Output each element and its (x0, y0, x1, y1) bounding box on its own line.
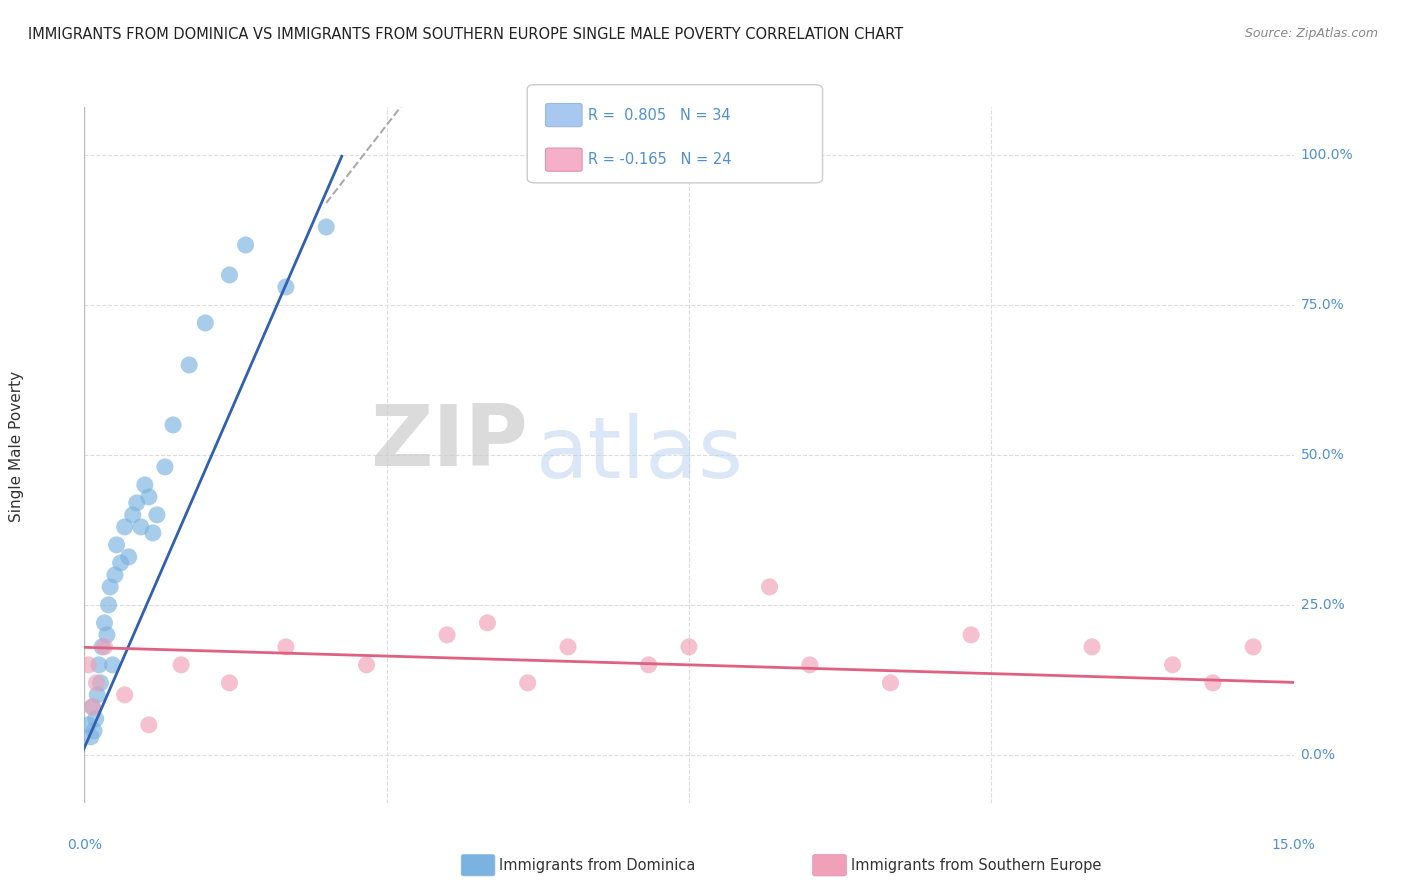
Point (194, 316, 217, 330)
Text: 0.0%: 0.0% (1301, 747, 1336, 762)
Point (637, 657, 659, 672)
Point (477, 615, 499, 630)
Text: IMMIGRANTS FROM DOMINICA VS IMMIGRANTS FROM SOUTHERN EUROPE SINGLE MALE POVERTY : IMMIGRANTS FROM DOMINICA VS IMMIGRANTS F… (28, 27, 904, 42)
Point (516, 676, 538, 690)
Point (104, 567, 127, 582)
Point (758, 580, 780, 594)
Point (114, 520, 136, 534)
Point (960, 628, 983, 642)
Point (77, 657, 100, 672)
Point (114, 688, 136, 702)
Point (89, 676, 111, 690)
Text: Immigrants from Dominica: Immigrants from Dominica (499, 858, 696, 872)
Point (82, 699, 104, 714)
Point (93, 615, 115, 630)
Point (98, 580, 121, 594)
Point (121, 508, 143, 522)
Text: 100.0%: 100.0% (1301, 148, 1353, 162)
Point (93, 640, 115, 654)
Text: Immigrants from Southern Europe: Immigrants from Southern Europe (851, 858, 1101, 872)
Point (87, 657, 110, 672)
Point (170, 657, 193, 672)
Point (1081, 640, 1104, 654)
Point (138, 490, 160, 504)
Point (274, 280, 297, 294)
Point (879, 676, 901, 690)
Point (110, 556, 132, 570)
Point (96, 628, 118, 642)
Point (138, 718, 160, 732)
Point (218, 268, 240, 282)
Point (235, 238, 257, 252)
Point (1241, 640, 1264, 654)
Text: 0.0%: 0.0% (67, 838, 101, 853)
Point (105, 538, 128, 552)
Point (86, 676, 108, 690)
Text: 15.0%: 15.0% (1271, 838, 1316, 853)
Point (129, 520, 152, 534)
Point (799, 657, 821, 672)
Point (218, 676, 240, 690)
Text: atlas: atlas (536, 413, 744, 497)
Point (436, 628, 458, 642)
Point (84, 712, 107, 726)
Point (162, 417, 184, 432)
Point (134, 478, 156, 492)
Point (91, 640, 114, 654)
Point (179, 358, 201, 372)
Point (97, 598, 120, 612)
Point (118, 549, 141, 564)
Point (315, 219, 337, 234)
Point (77, 718, 100, 732)
Point (146, 508, 169, 522)
Point (86, 688, 108, 702)
Point (1161, 657, 1184, 672)
Point (101, 657, 124, 672)
Text: Source: ZipAtlas.com: Source: ZipAtlas.com (1244, 27, 1378, 40)
Point (125, 496, 148, 510)
Point (557, 640, 579, 654)
Point (1202, 676, 1225, 690)
Point (80, 730, 103, 744)
Point (356, 657, 378, 672)
Text: 25.0%: 25.0% (1301, 598, 1344, 612)
Text: R =  0.805   N = 34: R = 0.805 N = 34 (588, 108, 730, 122)
Text: 75.0%: 75.0% (1301, 298, 1344, 312)
Point (678, 640, 700, 654)
Point (82, 699, 104, 714)
Text: ZIP: ZIP (370, 401, 527, 484)
Text: Single Male Poverty: Single Male Poverty (10, 370, 24, 522)
Point (153, 459, 176, 474)
Point (142, 525, 165, 540)
Text: 50.0%: 50.0% (1301, 448, 1344, 462)
Point (274, 640, 297, 654)
Point (83, 723, 105, 738)
Text: R = -0.165   N = 24: R = -0.165 N = 24 (588, 153, 731, 167)
